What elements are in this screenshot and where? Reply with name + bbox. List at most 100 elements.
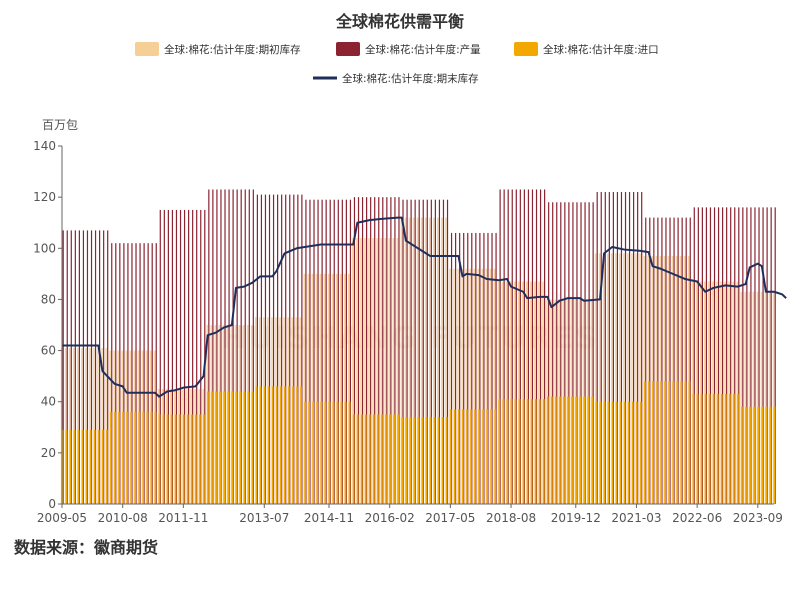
imports-bar bbox=[389, 414, 391, 504]
imports-bar bbox=[158, 414, 161, 504]
legend-item-ending-stock[interactable]: 全球:棉花:估计年度:期末库存 bbox=[313, 72, 479, 85]
production-bar bbox=[544, 189, 546, 504]
opening-stock-bar bbox=[461, 268, 463, 504]
production-bar bbox=[78, 230, 80, 504]
production-bar bbox=[689, 217, 691, 504]
imports-bar bbox=[166, 414, 169, 504]
x-tick-label: 2023-09 bbox=[733, 511, 783, 525]
imports-bar bbox=[462, 409, 464, 504]
imports-bar bbox=[81, 429, 84, 504]
imports-bar bbox=[69, 429, 72, 504]
opening-stock-bar bbox=[400, 217, 403, 504]
opening-stock-bar bbox=[712, 281, 714, 504]
production-bar bbox=[333, 199, 335, 504]
production-bar bbox=[192, 209, 194, 504]
opening-stock-bar bbox=[315, 273, 318, 504]
production-bars bbox=[62, 189, 776, 505]
opening-stock-bar bbox=[526, 281, 528, 504]
production-bar bbox=[531, 189, 534, 504]
imports-bar bbox=[174, 414, 177, 504]
production-bar bbox=[386, 197, 388, 504]
opening-stock-bar bbox=[724, 281, 726, 504]
opening-stock-bar bbox=[380, 238, 382, 504]
imports-bar bbox=[219, 391, 221, 504]
imports-bar bbox=[360, 414, 363, 504]
imports-bar bbox=[296, 386, 298, 504]
imports-bar bbox=[195, 414, 197, 504]
opening-stock-bar bbox=[695, 281, 698, 504]
opening-stock-bar bbox=[675, 255, 678, 504]
opening-stock-bar bbox=[566, 299, 569, 504]
production-bar bbox=[188, 209, 190, 504]
imports-bar bbox=[486, 409, 488, 504]
imports-bar bbox=[118, 411, 120, 504]
opening-stock-bar bbox=[449, 268, 451, 504]
imports-bar bbox=[737, 394, 739, 504]
production-bar bbox=[677, 217, 679, 504]
production-bar bbox=[66, 230, 68, 504]
production-bar bbox=[305, 199, 307, 504]
opening-stock-bar bbox=[364, 238, 366, 504]
production-bar bbox=[374, 197, 376, 504]
imports-bar bbox=[425, 417, 428, 504]
production-bar bbox=[673, 217, 675, 504]
production-bar bbox=[244, 189, 246, 504]
imports-bar bbox=[316, 401, 319, 504]
imports-bar bbox=[769, 406, 772, 504]
production-bar bbox=[353, 197, 356, 504]
production-bar bbox=[313, 199, 315, 504]
production-bar bbox=[483, 232, 485, 504]
legend-swatch-imports bbox=[514, 42, 538, 56]
imports-bar bbox=[365, 414, 367, 504]
production-bar bbox=[426, 199, 428, 504]
imports-bar bbox=[749, 406, 751, 504]
imports-bar bbox=[522, 399, 525, 504]
imports-bar bbox=[93, 429, 96, 504]
production-bar bbox=[151, 243, 153, 505]
imports-bar bbox=[429, 417, 432, 504]
production-bar bbox=[620, 192, 623, 504]
imports-bar bbox=[765, 406, 768, 504]
imports-bar bbox=[385, 414, 387, 504]
production-bar bbox=[70, 230, 72, 504]
imports-bar bbox=[587, 396, 590, 504]
production-bar bbox=[491, 232, 493, 504]
production-bar bbox=[357, 197, 360, 504]
opening-stock-bar bbox=[756, 291, 759, 504]
imports-bar bbox=[680, 381, 683, 504]
imports-bar bbox=[644, 381, 646, 504]
production-bar bbox=[568, 202, 570, 504]
production-bar bbox=[220, 189, 222, 504]
imports-bar bbox=[704, 394, 707, 504]
legend-item-opening-stock[interactable]: 全球:棉花:估计年度:期初库存 bbox=[135, 42, 301, 56]
imports-bar bbox=[563, 396, 565, 504]
imports-bar bbox=[348, 401, 351, 504]
opening-stock-bar bbox=[97, 348, 99, 504]
opening-stock-bar bbox=[538, 281, 540, 504]
production-bar bbox=[337, 199, 339, 504]
production-bar bbox=[459, 232, 461, 504]
imports-bar bbox=[397, 414, 399, 504]
legend-item-imports[interactable]: 全球:棉花:估计年度:进口 bbox=[514, 42, 659, 56]
opening-stock-bar bbox=[615, 253, 617, 504]
opening-stock-bar bbox=[659, 255, 662, 504]
opening-stock-bar bbox=[610, 253, 613, 504]
y-tick-label: 100 bbox=[33, 241, 56, 255]
opening-stock-bar bbox=[485, 268, 488, 504]
legend-swatch-production bbox=[336, 42, 360, 56]
production-bar bbox=[216, 189, 218, 504]
production-bar bbox=[86, 230, 89, 504]
production-bar bbox=[366, 197, 368, 504]
imports-bar bbox=[729, 394, 731, 504]
production-bar bbox=[127, 243, 129, 505]
x-tick-label: 2010-08 bbox=[98, 511, 148, 525]
production-bar bbox=[390, 197, 392, 504]
opening-stock-bar bbox=[424, 217, 427, 504]
legend-item-production[interactable]: 全球:棉花:估计年度:产量 bbox=[336, 42, 481, 56]
production-bar bbox=[722, 207, 724, 504]
opening-stock-bar bbox=[748, 291, 751, 504]
production-bar bbox=[252, 189, 254, 504]
opening-stock-bar bbox=[348, 273, 350, 504]
imports-bar bbox=[611, 401, 614, 504]
imports-bar bbox=[162, 414, 165, 504]
